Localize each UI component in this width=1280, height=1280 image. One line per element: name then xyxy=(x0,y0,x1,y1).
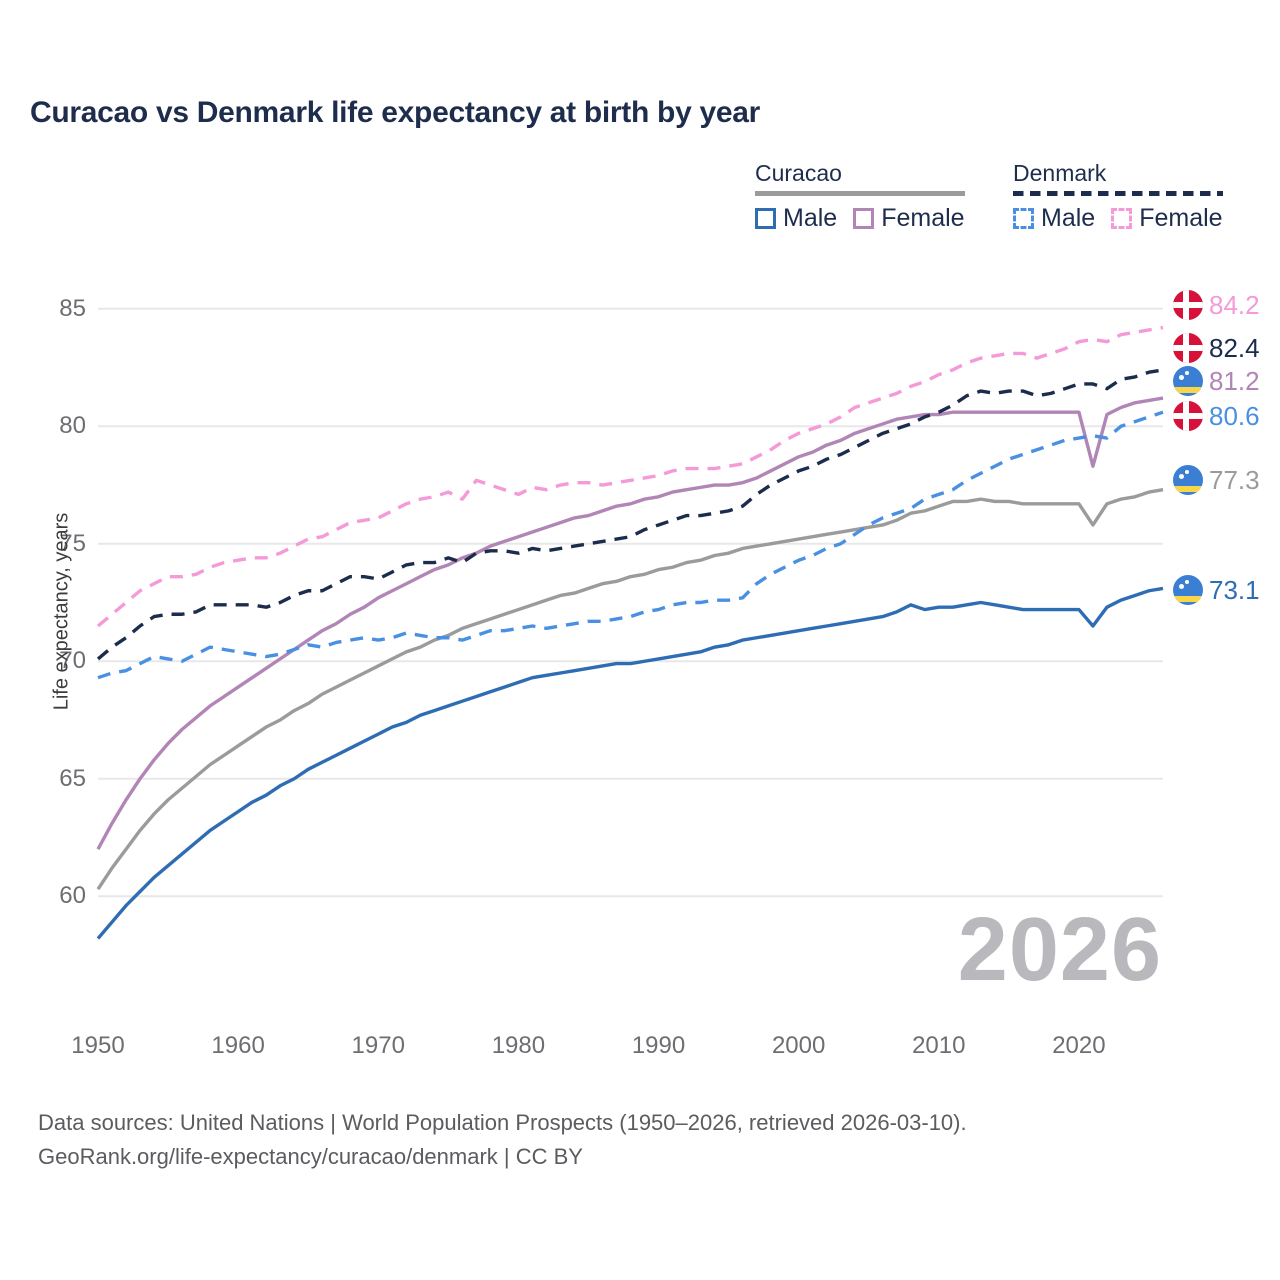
x-tick-label: 2000 xyxy=(771,1032,826,1059)
star-icon xyxy=(1185,470,1189,474)
legend-label-curacao-female: Female xyxy=(881,204,965,232)
end-value-text: 77.3 xyxy=(1209,465,1260,495)
x-tick-label: 1990 xyxy=(631,1032,686,1059)
series-line-denmark-total xyxy=(96,368,1164,661)
x-tick-label: 1960 xyxy=(211,1032,265,1059)
x-tick-label: 1950 xyxy=(71,1032,125,1059)
x-tick-label: 1970 xyxy=(351,1032,405,1059)
x-tick-label: 2020 xyxy=(1052,1032,1106,1059)
end-value-text: 73.1 xyxy=(1209,575,1260,605)
series-end-label: 80.6 xyxy=(1173,401,1260,431)
x-tick-label: 2010 xyxy=(912,1032,966,1059)
legend-swatch-curacao-female xyxy=(853,208,875,229)
end-value-text: 81.2 xyxy=(1209,366,1260,396)
end-value-text: 80.6 xyxy=(1209,401,1260,431)
legend-label-curacao-male: Male xyxy=(783,204,838,232)
legend-group-title-denmark: Denmark xyxy=(1013,160,1107,186)
legend-group-denmark: Denmark Male Female xyxy=(1013,160,1223,231)
y-tick-label: 80 xyxy=(59,412,86,440)
legend-rule-denmark xyxy=(1013,191,1223,196)
curacao-flag-icon xyxy=(1173,465,1203,495)
series-line-curacao-total xyxy=(96,488,1164,891)
star-icon xyxy=(1179,474,1184,479)
star-icon xyxy=(1185,580,1189,584)
legend-swatch-denmark-female xyxy=(1111,208,1133,229)
end-value-text: 84.2 xyxy=(1209,290,1260,320)
y-tick-label: 60 xyxy=(59,882,86,910)
curacao-flag-icon xyxy=(1173,366,1203,396)
year-watermark: 2026 xyxy=(957,900,1162,1000)
y-tick-label: 75 xyxy=(59,529,86,557)
y-tick-label: 85 xyxy=(59,294,86,322)
series-line-denmark-female xyxy=(96,325,1164,628)
legend-item-curacao-male[interactable]: Male xyxy=(755,206,837,231)
legend-group-title-curacao: Curacao xyxy=(755,160,842,186)
legend-label-denmark-male: Male xyxy=(1041,204,1096,232)
legend-group-curacao: Curacao Male Female xyxy=(755,160,965,231)
legend-swatch-curacao-male xyxy=(755,208,776,229)
curacao-flag-icon xyxy=(1173,575,1203,605)
series-end-label: 82.4 xyxy=(1173,333,1260,363)
series-end-label: 81.2 xyxy=(1173,366,1260,396)
legend-item-denmark-female[interactable]: Female xyxy=(1111,204,1223,232)
footer-line-sources: Data sources: United Nations | World Pop… xyxy=(38,1110,967,1135)
page-title: Curacao vs Denmark life expectancy at bi… xyxy=(30,96,761,129)
denmark-flag-icon xyxy=(1173,401,1203,431)
star-icon xyxy=(1179,375,1184,380)
y-axis-label: Life expectancy, years xyxy=(50,512,73,711)
series-end-label: 73.1 xyxy=(1173,575,1260,605)
footer-line-attribution: GeoRank.org/life-expectancy/curacao/denm… xyxy=(38,1144,583,1170)
legend-rule-curacao xyxy=(755,191,965,196)
end-value-text: 82.4 xyxy=(1209,333,1260,363)
x-tick-label: 1980 xyxy=(491,1032,546,1059)
denmark-flag-icon xyxy=(1173,333,1203,363)
chart-footer: Data sources: United Nations | World Pop… xyxy=(38,1106,967,1174)
denmark-flag-icon xyxy=(1173,290,1203,320)
legend-swatch-denmark-male xyxy=(1013,208,1034,229)
series-end-label: 84.2 xyxy=(1173,290,1260,320)
legend-item-curacao-female[interactable]: Female xyxy=(853,204,965,232)
series-line-curacao-male xyxy=(96,586,1164,940)
chart-legend: Curacao Male Female Denmark Male xyxy=(755,160,1255,250)
series-end-label: 77.3 xyxy=(1173,465,1260,495)
series-line-denmark-male xyxy=(97,410,1164,680)
legend-label-denmark-female: Female xyxy=(1139,204,1223,232)
y-tick-label: 65 xyxy=(59,764,86,792)
legend-item-denmark-male[interactable]: Male xyxy=(1013,206,1095,231)
y-tick-label: 70 xyxy=(59,647,86,675)
star-icon xyxy=(1185,371,1189,375)
series-line-curacao-female xyxy=(96,396,1164,851)
star-icon xyxy=(1179,584,1184,589)
